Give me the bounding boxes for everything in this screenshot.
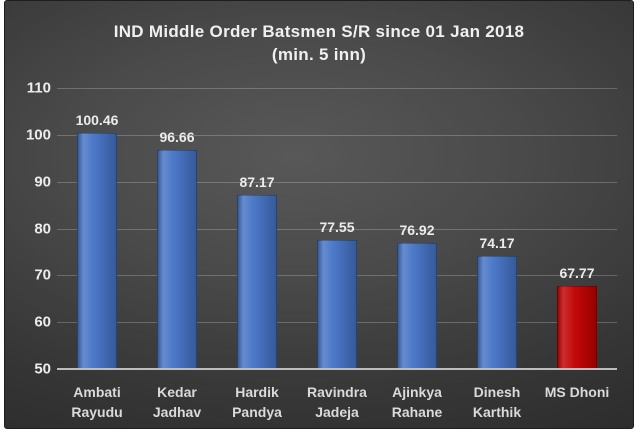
chart-title-line1: IND Middle Order Batsmen S/R since 01 Ja…: [113, 22, 525, 41]
y-tick-90: 90: [34, 173, 51, 191]
category-label-line: Karthik: [472, 404, 522, 420]
y-tick-80: 80: [34, 220, 51, 237]
bar-value-label-kedar-jadhav: 96.66: [159, 129, 195, 146]
bar-column-dinesh-karthik: 74.17: [457, 88, 537, 369]
category-label-line: Kedar: [157, 384, 197, 400]
bar-value-label-dinesh-karthik: 74.17: [479, 234, 515, 251]
category-label-line: Rayudu: [71, 404, 123, 420]
category-label-ajinkya-rahane: Ajinkya Rahane: [377, 382, 457, 422]
bar-value-label-ms-dhoni: 67.77: [559, 264, 595, 281]
gridline-80: [57, 228, 617, 230]
bar-column-ajinkya-rahane: 76.92: [377, 88, 457, 369]
bar-column-kedar-jadhav: 96.66: [137, 88, 217, 369]
y-tick-50: 50: [34, 360, 51, 378]
bar-kedar-jadhav: [157, 150, 197, 369]
bar-column-ambati-rayudu: 100.46: [57, 88, 137, 369]
plot-area: 100.46 96.66 87.17 77.55 76.92 74.17 67.77: [57, 88, 617, 370]
category-label-line: Dinesh: [473, 384, 521, 400]
x-axis-line: [57, 368, 617, 370]
bar-hardik-pandya: [237, 194, 277, 369]
y-tick-70: 70: [34, 266, 51, 284]
gridline-100: [57, 134, 617, 136]
chart-title: IND Middle Order Batsmen S/R since 01 Ja…: [5, 20, 633, 66]
bar-value-label-hardik-pandya: 87.17: [239, 173, 275, 190]
bar-column-ravindra-jadeja: 77.55: [297, 88, 377, 369]
category-label-line: Ravindra: [307, 384, 367, 400]
bar-ravindra-jadeja: [317, 239, 357, 369]
bar-series: 100.46 96.66 87.17 77.55 76.92 74.17 67.77: [57, 88, 617, 369]
y-tick-100: 100: [25, 126, 51, 144]
chart-canvas: IND Middle Order Batsmen S/R since 01 Ja…: [4, 0, 634, 429]
category-label-hardik-pandya: Hardik Pandya: [217, 382, 297, 422]
gridline-110: [57, 88, 617, 89]
bar-ajinkya-rahane: [397, 242, 437, 369]
category-label-dinesh-karthik: Dinesh Karthik: [457, 382, 537, 422]
category-label-line: Jadeja: [315, 404, 359, 420]
bar-column-ms-dhoni: 67.77: [537, 88, 617, 369]
category-label-line: Ajinkya: [392, 384, 442, 400]
category-label-line: Rahane: [391, 404, 443, 420]
bar-ambati-rayudu: [77, 132, 117, 369]
category-label-line: MS Dhoni: [544, 384, 610, 400]
x-axis-labels: Ambati Rayudu Kedar Jadhav Hardik Pandya Ravin…: [57, 382, 617, 422]
category-label-line: Jadhav: [152, 404, 202, 420]
y-tick-60: 60: [34, 313, 51, 331]
category-label-ms-dhoni: MS Dhoni: [537, 382, 617, 422]
category-label-ambati-rayudu: Ambati Rayudu: [57, 382, 137, 422]
category-label-ravindra-jadeja: Ravindra Jadeja: [297, 382, 377, 422]
category-label-line: Hardik: [235, 384, 279, 400]
gridline-90: [57, 181, 617, 183]
bar-value-label-ajinkya-rahane: 76.92: [399, 221, 435, 238]
chart-title-line2: (min. 5 inn): [271, 45, 367, 64]
y-axis: 110 100 90 80 70 60 50: [11, 80, 51, 378]
category-label-line: Ambati: [73, 384, 121, 400]
bar-value-label-ravindra-jadeja: 77.55: [319, 218, 355, 235]
y-tick-110: 110: [26, 79, 51, 97]
category-label-line: Pandya: [232, 404, 282, 420]
bar-column-hardik-pandya: 87.17: [217, 88, 297, 369]
bar-ms-dhoni: [557, 285, 597, 369]
category-label-kedar-jadhav: Kedar Jadhav: [137, 382, 217, 422]
bar-value-label-ambati-rayudu: 100.46: [75, 111, 119, 128]
bar-dinesh-karthik: [477, 255, 517, 369]
